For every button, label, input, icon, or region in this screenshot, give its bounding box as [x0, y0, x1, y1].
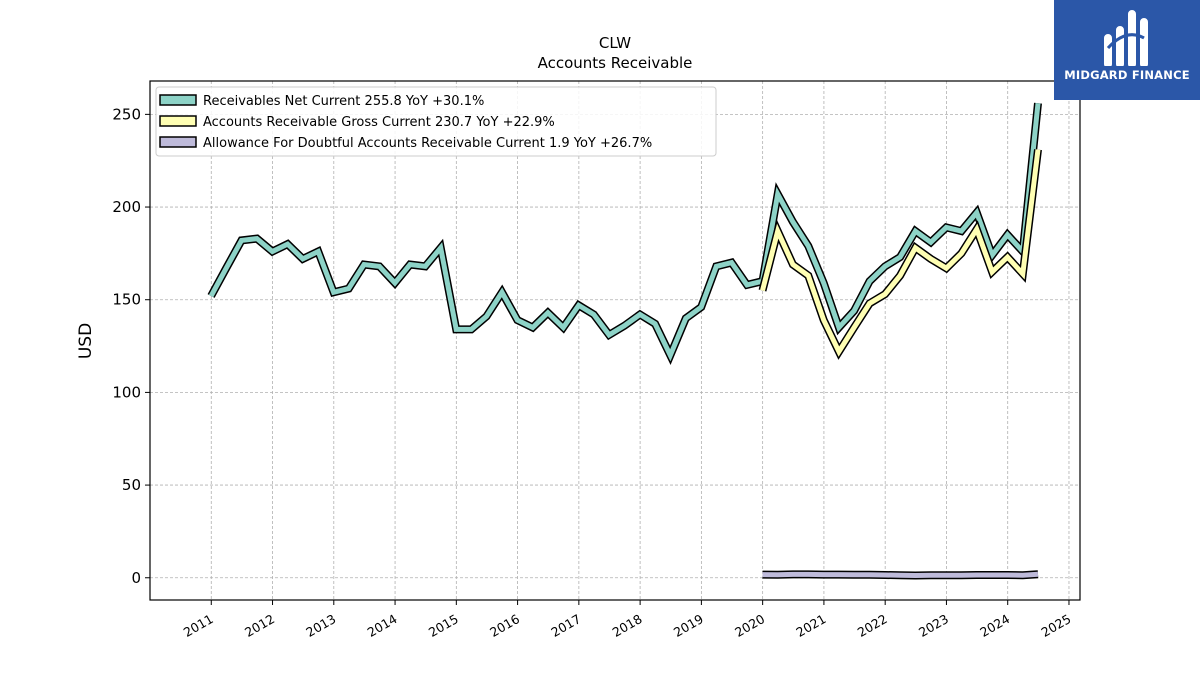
x-tick-label: 2022 — [855, 611, 890, 640]
x-tick-label: 2020 — [732, 611, 767, 640]
y-tick-label: 100 — [112, 383, 141, 401]
legend-swatch — [159, 115, 197, 127]
legend-label: Receivables Net Current 255.8 YoY +30.1% — [203, 94, 484, 109]
y-tick-label: 0 — [131, 569, 141, 587]
legend: Receivables Net Current 255.8 YoY +30.1%… — [155, 86, 717, 157]
x-tick-label: 2014 — [365, 611, 400, 640]
logo-text: MIDGARD FINANCE — [1064, 68, 1190, 82]
x-tick-label: 2021 — [793, 611, 828, 640]
x-tick-label: 2023 — [916, 611, 951, 640]
series-line — [760, 149, 1041, 357]
x-tick-label: 2012 — [242, 611, 277, 640]
legend-swatch — [159, 136, 197, 148]
series-1 — [758, 149, 1042, 360]
x-tick-label: 2011 — [181, 611, 216, 640]
series-line — [208, 102, 1041, 362]
y-tick-label: 200 — [112, 198, 141, 216]
x-tick-label: 2024 — [977, 611, 1012, 640]
y-tick-label: 250 — [112, 105, 141, 123]
x-tick-label: 2025 — [1038, 611, 1073, 640]
x-tick-label: 2018 — [610, 611, 645, 640]
plot-frame — [149, 80, 1081, 601]
legend-label: Accounts Receivable Gross Current 230.7 … — [203, 115, 555, 130]
series-line — [762, 571, 1039, 579]
grid — [150, 81, 1080, 600]
ticks: 2011 2012 2013 2014 2015 2016 2017 2018 2019 2020… — [112, 105, 1073, 640]
y-tick-label: 150 — [112, 291, 141, 309]
x-tick-label: 2016 — [487, 611, 522, 640]
logo: MIDGARD FINANCE — [1054, 0, 1200, 100]
series-2 — [762, 570, 1039, 580]
series-0 — [207, 102, 1042, 366]
x-tick-label: 2019 — [671, 611, 706, 640]
y-tick-label: 50 — [122, 476, 141, 494]
chart-title: CLW — [599, 34, 631, 52]
logo-mark-icon — [1104, 10, 1148, 66]
legend-label: Allowance For Doubtful Accounts Receivab… — [203, 136, 652, 151]
x-tick-label: 2013 — [303, 611, 338, 640]
legend-box — [155, 86, 717, 157]
x-tick-label: 2015 — [426, 611, 461, 640]
x-tick-label: 2017 — [548, 611, 583, 640]
y-axis-label: USD — [76, 323, 96, 359]
chart-subtitle: Accounts Receivable — [538, 54, 693, 72]
series-layer — [207, 102, 1042, 580]
legend-swatch — [159, 94, 197, 106]
